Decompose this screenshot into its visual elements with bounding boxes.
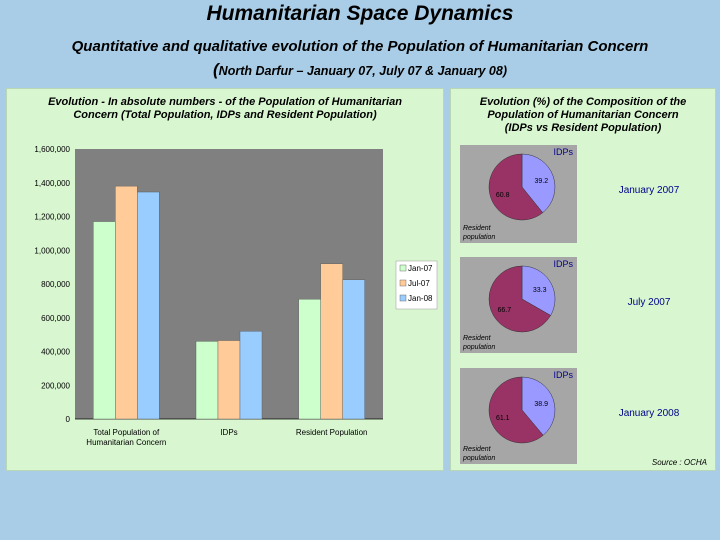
pie-slice-resident <box>488 153 544 221</box>
subtitle-period-text: North Darfur – January 07, July 07 & Jan… <box>218 64 507 78</box>
y-tick-label: 1,400,000 <box>34 179 70 188</box>
y-tick-label: 400,000 <box>41 348 70 357</box>
bar <box>195 341 219 420</box>
pie-period-label: January 2007 <box>619 185 680 196</box>
pie-idps-value: 39.2 <box>534 178 548 185</box>
pie-period-label: January 2008 <box>619 408 680 419</box>
y-tick-label: 200,000 <box>41 381 70 390</box>
pie-title-line3: (IDPs vs Resident Population) <box>504 122 662 134</box>
bar <box>115 185 138 420</box>
pie-resident-label-line1: Resident <box>463 335 492 342</box>
bar <box>320 263 343 420</box>
x-category-label: Humanitarian Concern <box>86 438 166 447</box>
x-category-label: Total Population of <box>93 428 160 437</box>
pie-slice-idps <box>521 153 556 214</box>
pie-slice-resident <box>488 265 551 333</box>
x-category-label: IDPs <box>220 428 237 437</box>
pie-idps-value: 33.3 <box>533 287 547 294</box>
page-subtitle: Quantitative and qualitative evolution o… <box>71 38 649 55</box>
pie-slice-resident <box>488 376 544 444</box>
bar-chart-panel-title: Evolution - In absolute numbers - of the… <box>7 96 443 122</box>
legend-label: Jan-07 <box>408 264 433 273</box>
y-tick-label: 600,000 <box>41 314 70 323</box>
bar <box>239 331 263 420</box>
pie-resident-value: 61.1 <box>496 415 510 422</box>
pie-idps-value: 38.9 <box>534 401 548 408</box>
pie-period-label: July 2007 <box>628 297 671 308</box>
source-label: Source : OCHA <box>652 458 707 467</box>
pie-resident-label-line2: population <box>462 344 495 351</box>
y-tick-label: 1,000,000 <box>34 246 70 255</box>
pie-title-line2: Population of Humanitarian Concern <box>487 109 679 121</box>
subtitle-paren: ( <box>213 60 219 79</box>
y-tick-label: 800,000 <box>41 280 70 289</box>
pie-idps-label: IDPs <box>553 259 573 269</box>
legend-swatch <box>399 294 407 302</box>
x-category-label: Resident Population <box>296 428 368 437</box>
legend-swatch <box>399 264 407 272</box>
page-title: Humanitarian Space Dynamics <box>206 2 514 25</box>
bar <box>137 191 160 420</box>
legend-label: Jul-07 <box>408 279 430 288</box>
pie-charts-panel-title: Evolution (%) of the Composition of the … <box>451 96 715 135</box>
bar-chart-panel: Evolution - In absolute numbers - of the… <box>6 88 444 471</box>
y-tick-label: 1,600,000 <box>34 145 70 154</box>
pie-resident-label-line2: population <box>462 455 495 462</box>
bar <box>93 221 116 420</box>
bar <box>342 279 365 420</box>
pie-resident-value: 66.7 <box>497 307 511 314</box>
y-tick-label: 0 <box>66 415 71 424</box>
pie-idps-label: IDPs <box>553 147 573 157</box>
pie-resident-label-line1: Resident <box>463 446 492 453</box>
page-subtitle-period: (North Darfur – January 07, July 07 & Ja… <box>0 60 720 80</box>
bar-chart-title-line1: Evolution - In absolute numbers - of the… <box>48 96 402 108</box>
pie-title-line1: Evolution (%) of the Composition of the <box>479 96 687 108</box>
pie-slice-idps <box>521 265 556 316</box>
pie-resident-label-line1: Resident <box>463 225 492 232</box>
bar <box>298 298 321 420</box>
pie-resident-value: 60.8 <box>496 192 510 199</box>
pie-charts-panel: Evolution (%) of the Composition of the … <box>450 88 716 471</box>
bar-chart-title-line2: Concern (Total Population, IDPs and Resi… <box>73 109 377 121</box>
legend-swatch <box>399 279 407 287</box>
legend-label: Jan-08 <box>408 294 433 303</box>
pie-idps-label: IDPs <box>553 370 573 380</box>
bar <box>217 340 241 420</box>
pie-charts: IDPs 39.2 60.8 Resident population January 20… <box>460 145 707 467</box>
pie-resident-label-line2: population <box>462 234 495 241</box>
pie-slice-idps <box>521 376 556 436</box>
y-tick-label: 1,200,000 <box>34 213 70 222</box>
bar-chart: 0 200,000 400,000 600,000 800,000 1,000,000 1,… <box>34 145 438 447</box>
